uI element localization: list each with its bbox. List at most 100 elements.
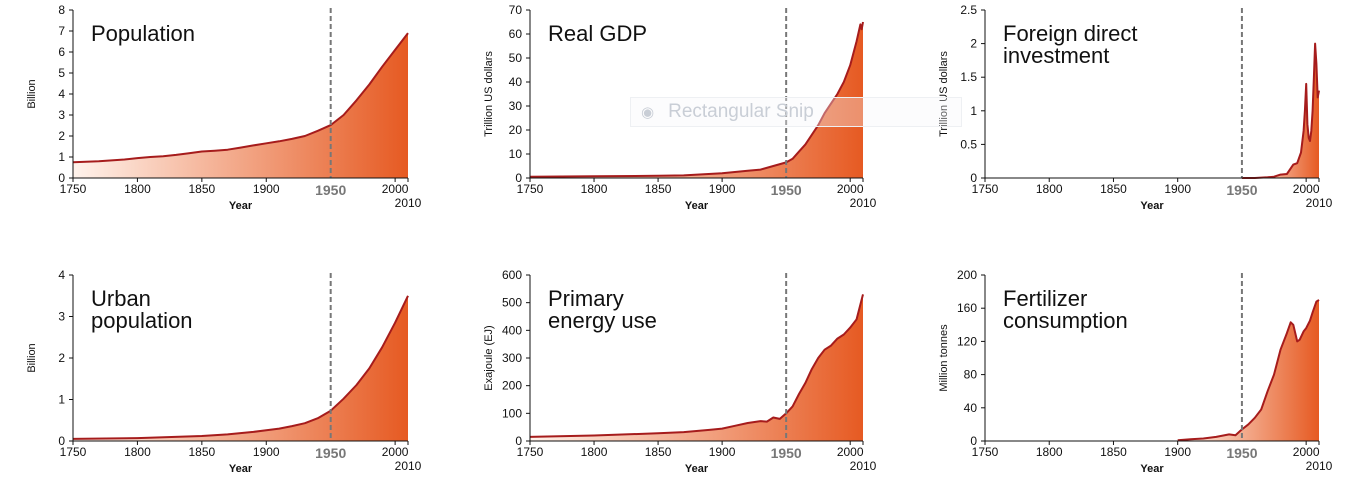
x-tick-label-end: 2010	[395, 459, 422, 473]
x-tick-label: 1850	[1100, 182, 1127, 196]
x-tick-label: 2000	[382, 445, 409, 459]
series-line	[529, 21, 864, 178]
x-tick-label-end: 2010	[850, 196, 877, 210]
y-tick-label: 0.5	[960, 137, 977, 151]
chart-panel: 0 1 2 3 4 5 6 7 8 1750 1800 1850 1900 2000 1950 2010 Yea…	[26, 3, 422, 212]
y-tick-label: 100	[502, 406, 522, 420]
y-tick-label: 60	[509, 27, 523, 41]
series-area	[1177, 299, 1319, 441]
x-axis-label: Year	[1140, 200, 1164, 212]
series-area	[530, 22, 863, 178]
y-axis-label: Billion	[26, 343, 38, 372]
y-tick-label: 2	[58, 351, 65, 365]
x-tick-label: 1900	[253, 182, 280, 196]
x-axis-label: Year	[1140, 463, 1164, 475]
snip-watermark: ◉ Rectangular Snip	[630, 97, 962, 127]
x-tick-label: 2000	[837, 182, 864, 196]
marker-1950-label: 1950	[1226, 182, 1257, 198]
x-tick-label: 1850	[645, 445, 672, 459]
y-tick-label: 20	[509, 123, 523, 137]
x-tick-label: 2000	[1293, 445, 1320, 459]
y-tick-label: 40	[964, 401, 978, 415]
chart-panel: 0 100 200 300 400 500 600 1750 1800 1850 1900 2000 1…	[483, 268, 877, 475]
series-line	[1241, 42, 1320, 179]
chart-title: Fertilizer	[1003, 286, 1087, 311]
y-tick-label: 0	[515, 434, 522, 448]
x-tick-label: 1750	[517, 445, 544, 459]
y-axis-label: Million tonnes	[938, 324, 950, 392]
x-tick-label-end: 2010	[395, 196, 422, 210]
y-tick-label: 120	[957, 334, 977, 348]
x-tick-label: 1800	[124, 445, 151, 459]
x-tick-label: 1900	[709, 445, 736, 459]
watermark-text: Rectangular Snip	[668, 101, 814, 122]
x-tick-label: 1900	[1164, 182, 1191, 196]
x-tick-label: 1800	[1036, 182, 1063, 196]
y-tick-label: 200	[502, 379, 522, 393]
y-tick-label: 50	[509, 51, 523, 65]
chart-title: Population	[91, 21, 195, 46]
x-tick-label: 1750	[60, 182, 87, 196]
y-tick-label: 30	[509, 99, 523, 113]
y-axis-label: Trillion US dollars	[483, 51, 495, 137]
y-tick-label: 4	[58, 87, 65, 101]
y-tick-label: 2	[58, 129, 65, 143]
marker-1950-label: 1950	[315, 182, 346, 198]
y-tick-label: 1.5	[960, 70, 977, 84]
y-tick-label: 600	[502, 268, 522, 282]
y-tick-label: 0	[58, 434, 65, 448]
y-tick-label: 70	[509, 3, 523, 17]
chart-title: consumption	[1003, 308, 1128, 333]
y-tick-label: 8	[58, 3, 65, 17]
snip-icon: ◉	[641, 104, 655, 121]
y-tick-label: 1	[58, 393, 65, 407]
series-line	[72, 295, 409, 440]
y-tick-label: 1	[58, 150, 65, 164]
marker-1950-label: 1950	[771, 182, 802, 198]
x-tick-label: 1800	[1036, 445, 1063, 459]
y-tick-label: 300	[502, 351, 522, 365]
chart-title: investment	[1003, 43, 1109, 68]
x-tick-label: 1850	[645, 182, 672, 196]
y-tick-label: 2.5	[960, 3, 977, 17]
x-tick-label: 2000	[1293, 182, 1320, 196]
x-tick-label: 1900	[709, 182, 736, 196]
chart-title: population	[91, 308, 193, 333]
y-tick-label: 400	[502, 323, 522, 337]
series-area	[1241, 43, 1319, 178]
y-tick-label: 2	[970, 37, 977, 51]
marker-1950-label: 1950	[315, 445, 346, 461]
x-axis-label: Year	[229, 463, 253, 475]
y-axis-label: Exajoule (EJ)	[483, 325, 495, 390]
y-tick-label: 3	[58, 310, 65, 324]
chart-title: Primary	[548, 286, 624, 311]
chart-panel: 0 40 80 120 160 200 1750 1800 1850 1900 2000 1950 20…	[938, 268, 1333, 475]
series-line	[72, 32, 409, 164]
y-tick-label: 0	[58, 171, 65, 185]
y-tick-label: 0	[970, 434, 977, 448]
x-tick-label-end: 2010	[1306, 196, 1333, 210]
y-tick-label: 40	[509, 75, 523, 89]
chart-title: Foreign direct	[1003, 21, 1138, 46]
y-tick-label: 10	[509, 147, 523, 161]
x-axis-label: Year	[229, 200, 253, 212]
series-area	[73, 33, 408, 178]
x-tick-label: 1800	[124, 182, 151, 196]
x-tick-label: 1750	[517, 182, 544, 196]
y-tick-label: 5	[58, 66, 65, 80]
x-tick-label: 1850	[1100, 445, 1127, 459]
marker-1950-label: 1950	[771, 445, 802, 461]
y-tick-label: 500	[502, 296, 522, 310]
chart-title: Urban	[91, 286, 151, 311]
y-tick-label: 0	[970, 171, 977, 185]
y-tick-label: 200	[957, 268, 977, 282]
x-tick-label: 1800	[581, 182, 608, 196]
x-tick-label: 2000	[837, 445, 864, 459]
y-tick-label: 160	[957, 301, 977, 315]
chart-panel: 0 0.5 1 1.5 2 2.5 1750 1800 1850 1900 2000 1950 2010…	[938, 3, 1333, 212]
x-tick-label: 1750	[60, 445, 87, 459]
chart-title: energy use	[548, 308, 657, 333]
x-axis-label: Year	[685, 463, 709, 475]
y-tick-label: 7	[58, 24, 65, 38]
